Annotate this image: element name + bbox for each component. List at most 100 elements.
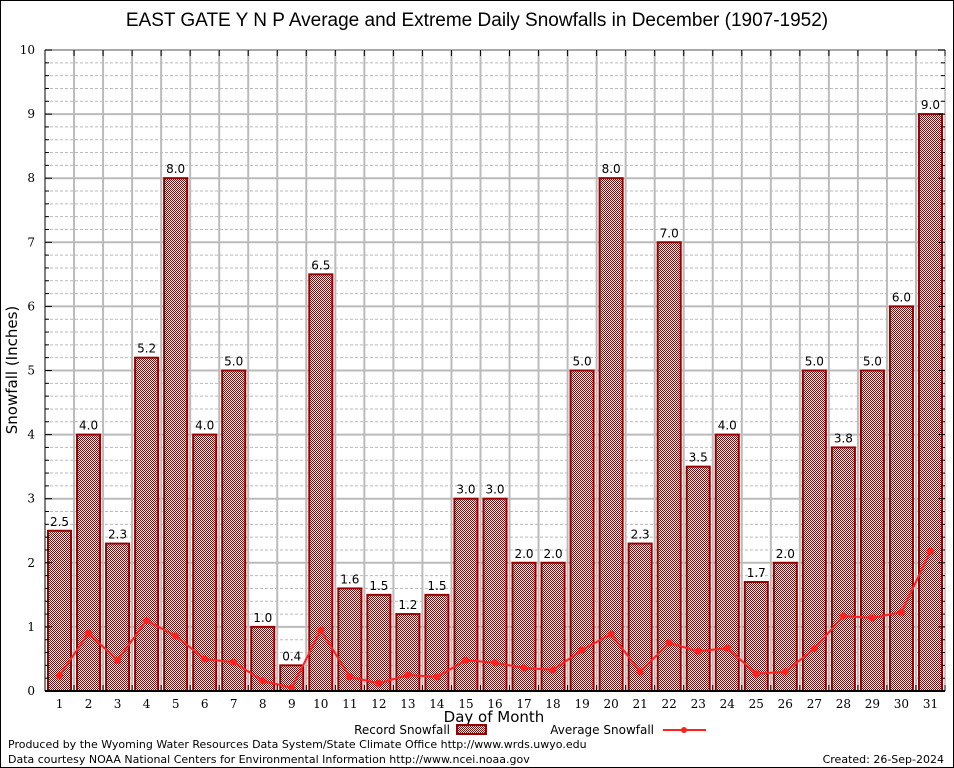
bar-value-label: 2.3 (631, 528, 650, 542)
average-point-day-8 (259, 677, 267, 685)
bar-value-label: 1.6 (340, 572, 359, 586)
average-point-day-23 (694, 647, 702, 655)
x-tick-label: 11 (342, 697, 357, 711)
bar-value-label: 3.0 (485, 483, 504, 497)
average-point-day-20 (607, 630, 615, 638)
record-bar-day-19 (569, 369, 595, 692)
bar-value-label: 5.0 (573, 355, 592, 369)
average-point-day-17 (520, 664, 528, 672)
average-point-day-14 (433, 673, 441, 681)
record-bar-day-7 (221, 369, 247, 692)
bar-value-label: 1.7 (747, 566, 766, 580)
average-point-day-10 (317, 626, 325, 634)
y-tick-label: 10 (20, 43, 35, 57)
y-tick-label: 4 (27, 428, 35, 442)
record-bar-day-12 (366, 593, 392, 692)
record-bar-day-30 (888, 305, 914, 692)
x-tick-label: 19 (574, 697, 589, 711)
x-tick-label: 4 (143, 697, 151, 711)
bar-value-label: 2.5 (50, 515, 69, 529)
record-bar-day-24 (714, 433, 740, 692)
record-bar-day-13 (395, 613, 421, 693)
average-point-day-16 (491, 659, 499, 667)
chart-title: EAST GATE Y N P Average and Extreme Dail… (125, 10, 829, 31)
y-tick-label: 8 (27, 171, 35, 185)
bar-value-label: 3.5 (689, 451, 708, 465)
y-tick-label: 2 (27, 556, 35, 570)
x-tick-label: 7 (230, 697, 238, 711)
record-bar-day-3 (105, 542, 131, 692)
record-bar-day-27 (801, 369, 827, 692)
average-point-day-11 (346, 673, 354, 681)
average-point-day-28 (839, 612, 847, 620)
average-point-day-15 (462, 656, 470, 664)
y-tick-label: 5 (27, 364, 35, 378)
y-axis-label: Snowfall (Inches) (3, 306, 21, 434)
y-tick-label: 1 (27, 620, 35, 634)
average-point-day-21 (636, 668, 644, 676)
bar-value-label: 1.5 (369, 579, 388, 593)
bar-value-label: 7.0 (660, 226, 679, 240)
x-tick-label: 28 (836, 697, 851, 711)
y-tick-label: 9 (27, 107, 35, 121)
bar-value-label: 1.0 (253, 611, 272, 625)
x-tick-label: 29 (865, 697, 880, 711)
y-tick-label: 3 (27, 492, 35, 506)
x-tick-label: 16 (487, 697, 502, 711)
bar-value-label: 1.2 (398, 598, 417, 612)
average-point-day-31 (926, 547, 934, 555)
average-line-layer (56, 547, 934, 692)
average-point-day-30 (897, 608, 905, 616)
x-tick-label: 13 (400, 697, 415, 711)
x-tick-label: 8 (259, 697, 267, 711)
average-point-day-22 (665, 639, 673, 647)
record-bar-day-20 (598, 177, 624, 692)
bar-value-label: 5.0 (805, 355, 824, 369)
average-point-day-3 (114, 656, 122, 664)
x-tick-label: 12 (371, 697, 386, 711)
average-point-day-29 (868, 614, 876, 622)
footer-data-courtesy: Data courtesy NOAA National Centers for … (8, 753, 530, 766)
bar-value-label: 6.0 (892, 290, 911, 304)
record-bar-day-22 (656, 241, 682, 693)
average-point-day-27 (810, 645, 818, 653)
bar-value-label: 3.0 (456, 483, 475, 497)
x-tick-label: 17 (516, 697, 531, 711)
average-point-day-12 (375, 679, 383, 687)
bar-value-label: 5.0 (224, 355, 243, 369)
x-tick-label: 14 (429, 697, 445, 711)
x-tick-label: 18 (545, 697, 560, 711)
legend-marker-average (681, 727, 687, 733)
average-point-day-5 (172, 632, 180, 640)
record-bar-day-5 (163, 177, 189, 692)
bar-value-label: 5.0 (863, 355, 882, 369)
legend-label-average: Average Snowfall (550, 723, 654, 737)
average-point-day-7 (230, 658, 238, 666)
record-bar-day-17 (511, 561, 537, 692)
bar-value-label: 5.2 (137, 342, 156, 356)
x-tick-label: 27 (807, 697, 822, 711)
x-tick-label: 6 (201, 697, 209, 711)
record-bar-day-4 (134, 356, 160, 692)
footer-produced-by: Produced by the Wyoming Water Resources … (8, 738, 587, 751)
bar-value-label: 1.5 (427, 579, 446, 593)
record-bar-day-23 (685, 465, 711, 692)
bar-value-label: 2.0 (776, 547, 795, 561)
average-point-day-1 (56, 672, 64, 680)
x-tick-label: 25 (749, 697, 764, 711)
x-tick-label: 10 (313, 697, 328, 711)
x-tick-label: 23 (691, 697, 706, 711)
x-tick-label: 31 (923, 697, 938, 711)
x-axis-label: Day of Month (444, 708, 545, 726)
bar-value-label: 2.0 (544, 547, 563, 561)
bar-value-label: 3.8 (834, 431, 853, 445)
average-point-day-9 (288, 684, 296, 692)
x-tick-label: 21 (633, 697, 648, 711)
bar-value-label: 4.0 (79, 419, 98, 433)
record-bar-day-2 (76, 433, 102, 692)
y-tick-label: 7 (27, 235, 35, 249)
record-bar-day-29 (859, 369, 885, 692)
average-point-day-4 (143, 616, 151, 624)
average-point-day-19 (578, 646, 586, 654)
average-point-day-24 (723, 644, 731, 652)
